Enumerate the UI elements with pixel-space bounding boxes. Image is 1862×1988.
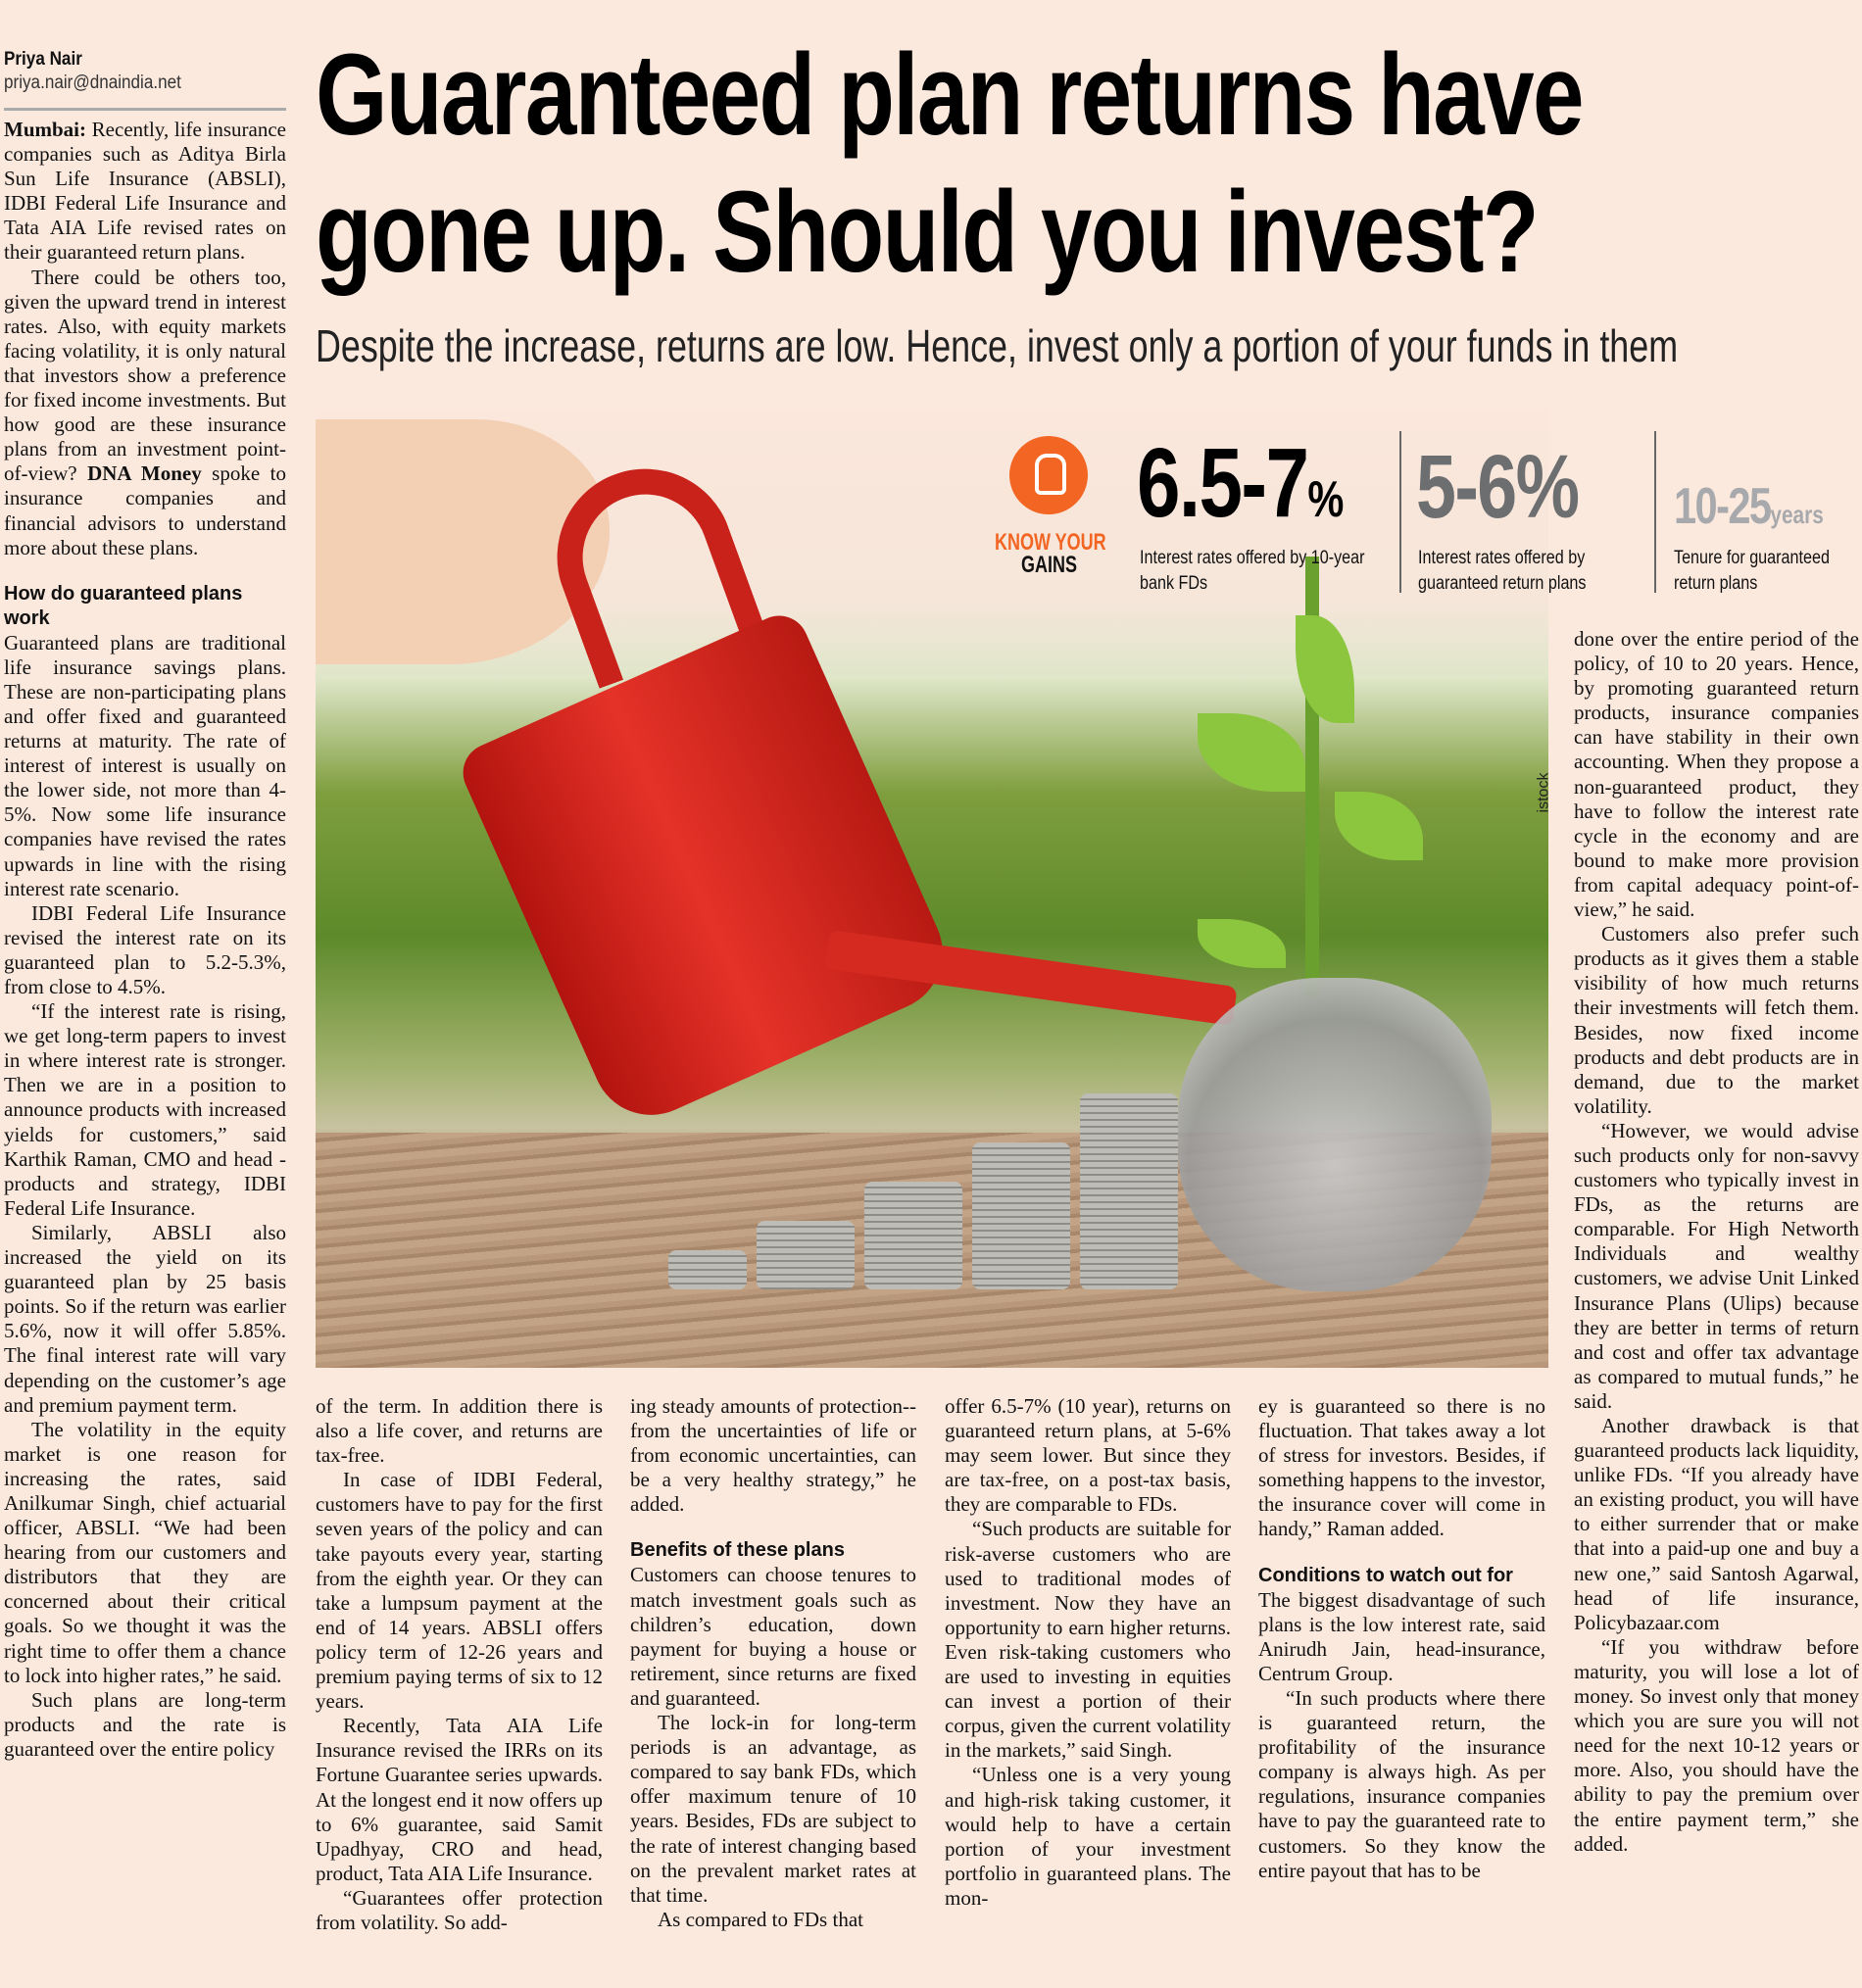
hand — [316, 419, 610, 664]
article-photo-watering-can — [316, 410, 1548, 1368]
paragraph: IDBI Federal Life Insurance revised the … — [4, 900, 286, 998]
paragraph: There could be others too, given the upw… — [4, 266, 286, 560]
paragraph: In case of IDBI Federal, customers have … — [316, 1468, 603, 1714]
author-email[interactable]: priya.nair@dnaindia.net — [4, 73, 181, 93]
section-heading: Conditions to watch out for — [1258, 1564, 1513, 1586]
stat-plan-rate: 5-6% — [1416, 437, 1580, 537]
paragraph: The volatility in the equity market is o… — [4, 1417, 286, 1687]
paragraph: Similarly, ABSLI also increased the yiel… — [4, 1220, 286, 1417]
stat-caption: Interest rates offered by 10-year bank FD… — [1140, 546, 1365, 597]
divider — [1654, 431, 1656, 593]
article-column-1: Mumbai: Recently, life insurance compani… — [4, 118, 286, 1988]
paragraph: Another drawback is that guaranteed prod… — [1574, 1414, 1859, 1634]
stat-fd-rate: 6.5-7% — [1137, 434, 1344, 549]
paragraph: “In such products where there is guarant… — [1258, 1685, 1545, 1882]
divider — [1399, 431, 1401, 593]
paragraph: of the term. In addition there is also a… — [316, 1394, 603, 1468]
caption-line: Interest rates offered by 10-year — [1140, 548, 1365, 568]
stat-tenure: 10-25years — [1674, 481, 1824, 540]
stat-unit: % — [1307, 471, 1344, 528]
paragraph: “Such products are suitable for risk-ave… — [945, 1517, 1231, 1763]
coin-jar — [1178, 978, 1492, 1291]
publication-name: DNA Money — [87, 461, 202, 486]
paragraph: Recently, Tata AIA Life Insurance revise… — [316, 1714, 603, 1885]
paragraph: offer 6.5-7% (10 year), returns on guara… — [945, 1394, 1231, 1517]
byline: Priya Nair priya.nair@dnaindia.net — [4, 49, 201, 94]
leaf — [1296, 615, 1354, 723]
leaf — [1198, 919, 1286, 968]
headline-line-1: Guaranteed plan returns have — [316, 30, 1585, 160]
lightbulb-head-icon — [1009, 436, 1088, 514]
photo-credit: istock — [1535, 772, 1552, 813]
paragraph: The lock-in for long-term periods is an … — [630, 1711, 916, 1907]
caption-line: bank FDs — [1140, 573, 1208, 594]
article-column-2: of the term. In addition there is also a… — [316, 1394, 603, 1988]
paragraph: ing steady amounts of protection-- from … — [630, 1394, 916, 1517]
paragraph: As compared to FDs that — [658, 1907, 863, 1931]
stat-value: 6.5-7 — [1137, 428, 1309, 538]
leaf — [1335, 792, 1423, 860]
leaf — [1198, 713, 1305, 792]
badge-line-1: KNOW YOUR — [995, 529, 1106, 556]
know-your-gains-panel: KNOW YOUR GAINS 6.5-7% Interest rates of… — [970, 416, 1862, 612]
author-name: Priya Nair — [4, 49, 82, 70]
stat-caption: Tenure for guaranteed return plans — [1674, 546, 1830, 597]
text: Recently, life insurance companies such … — [4, 118, 286, 265]
byline-divider — [4, 108, 286, 111]
paragraph: “If you withdraw before maturity, you wi… — [1574, 1634, 1859, 1856]
subheadline: Despite the increase, returns are low. H… — [316, 320, 1679, 371]
paragraph: done over the entire period of the polic… — [1574, 627, 1859, 922]
coin-stack — [972, 1142, 1070, 1289]
coin-stack — [864, 1182, 962, 1289]
caption-line: Interest rates offered by — [1418, 548, 1586, 568]
coin-stack — [1080, 1093, 1178, 1289]
section-heading: Benefits of these plans — [630, 1539, 845, 1562]
paragraph: “However, we would advise such products … — [1574, 1118, 1859, 1413]
coin-stack — [668, 1250, 747, 1289]
text: spoke to insurance companies and financi… — [4, 461, 286, 559]
article-column-5: ey is guaranteed so there is no fluctuat… — [1258, 1394, 1545, 1988]
paragraph: Mumbai: Recently, life insurance compani… — [4, 118, 286, 266]
badge-line-2: GAINS — [1021, 552, 1078, 578]
paragraph: ey is guaranteed so there is no fluctuat… — [1258, 1394, 1545, 1541]
article-column-6: done over the entire period of the polic… — [1574, 627, 1859, 1988]
dateline: Mumbai: — [4, 118, 86, 141]
watering-can — [454, 606, 961, 1135]
paragraph: The biggest disadvantage of such plans i… — [1258, 1587, 1545, 1685]
paragraph: “Unless one is a very young and high-ris… — [945, 1763, 1231, 1910]
paragraph: Guaranteed plans are traditional life in… — [4, 630, 286, 900]
paragraph: Customers can choose tenures to match in… — [630, 1563, 916, 1710]
paragraph: “Guarantees offer protection from volati… — [316, 1885, 603, 1934]
caption-line: return plans — [1674, 573, 1758, 594]
stat-caption: Interest rates offered by guaranteed retu… — [1418, 546, 1587, 597]
article-column-4: offer 6.5-7% (10 year), returns on guara… — [945, 1394, 1231, 1988]
paragraph: “If the interest rate is rising, we get … — [4, 999, 286, 1220]
caption-line: Tenure for guaranteed — [1674, 548, 1830, 568]
text: There could be others too, given the upw… — [4, 265, 286, 486]
caption-line: guaranteed return plans — [1418, 573, 1587, 594]
stat-unit: years — [1770, 500, 1824, 529]
stat-value: 10-25 — [1674, 478, 1772, 535]
section-heading: How do guaranteed plans work — [4, 582, 243, 629]
paragraph: Such plans are long-term products and th… — [4, 1687, 286, 1761]
article-column-3: ing steady amounts of protection-- from … — [630, 1394, 916, 1988]
headline-line-2: gone up. Should you invest? — [316, 168, 1540, 297]
coin-stack — [757, 1221, 855, 1289]
paragraph: Customers also prefer such products as i… — [1574, 922, 1859, 1118]
